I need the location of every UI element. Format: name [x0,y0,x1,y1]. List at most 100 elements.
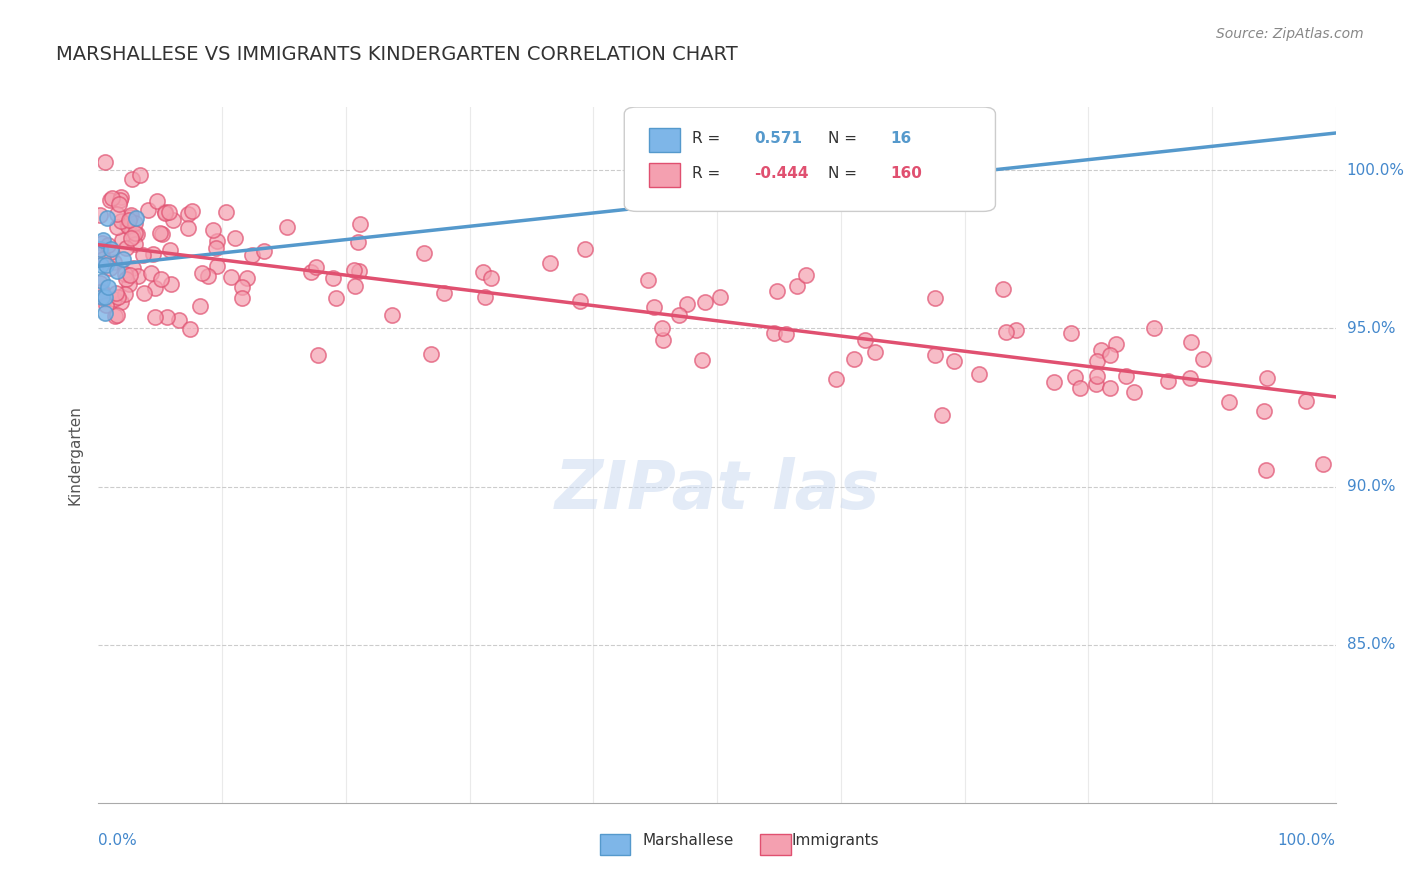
Point [143,281,166,295]
Bar [599,834,630,855]
Point [89,276,111,290]
Text: R =: R = [692,131,720,146]
Point [253,244,276,258]
Point [207,234,229,248]
Point [98,193,121,207]
Point [100,243,122,257]
Y-axis label: Kindergarten: Kindergarten [67,405,83,505]
Point [231,279,253,293]
Point [347,264,370,278]
Point [569,293,592,308]
Point [863,345,886,359]
Point [104,309,127,323]
Text: Source: ZipAtlas.com: Source: ZipAtlas.com [1216,27,1364,41]
Point [349,218,371,232]
Point [159,243,181,257]
Point [420,347,443,361]
Bar [650,128,681,153]
Text: Marshallese: Marshallese [643,832,734,847]
Point [1098,381,1121,395]
Point [676,296,699,310]
Point [1156,374,1178,388]
Text: MARSHALLESE VS IMMIGRANTS KINDERGARTEN CORRELATION CHART: MARSHALLESE VS IMMIGRANTS KINDERGARTEN C… [56,45,738,63]
Point [155,205,177,219]
Point [1085,353,1108,368]
Point [994,325,1017,339]
Point [1312,457,1334,471]
Point [299,265,322,279]
Point [150,271,173,285]
Point [114,286,136,301]
Point [188,299,211,313]
Point [1295,394,1317,409]
Point [204,241,226,255]
Point [107,290,129,304]
Point [124,226,146,240]
Point [763,326,786,340]
Point [891,173,914,187]
Point [1005,323,1028,337]
Text: 0.0%: 0.0% [98,832,138,847]
Point [1254,462,1277,476]
Point [89,208,111,222]
Point [100,191,122,205]
Text: ZIPat las: ZIPat las [554,457,880,523]
Point [118,211,141,225]
Point [91,290,114,304]
Point [90,285,112,300]
Point [433,285,456,300]
Point [276,220,298,235]
Point [108,194,131,208]
Point [325,291,347,305]
Point [197,269,219,284]
Text: 100.0%: 100.0% [1347,163,1405,178]
Point [105,219,128,234]
Point [924,348,946,362]
Point [924,292,946,306]
Point [1098,348,1121,362]
Point [94,292,117,306]
Point [1090,343,1112,357]
Point [690,353,713,368]
Point [103,254,125,268]
Text: 16: 16 [890,131,911,146]
Point [150,227,173,242]
Point [167,312,190,326]
Point [157,205,180,219]
Point [93,305,115,319]
Point [179,322,201,336]
Point [103,292,125,306]
Point [118,212,141,227]
Text: 95.0%: 95.0% [1347,321,1395,336]
Point [931,408,953,422]
Point [110,213,132,227]
Point [322,271,344,285]
Point [90,258,112,272]
Point [124,211,146,225]
Point [180,203,202,218]
Point [120,208,142,222]
Point [155,206,177,220]
Point [308,349,330,363]
Point [98,261,121,276]
Text: Immigrants: Immigrants [792,832,879,847]
Point [129,168,152,182]
Point [1192,351,1215,366]
Point [97,237,120,252]
Point [91,236,114,251]
Point [125,227,148,241]
Point [94,155,117,169]
Point [471,265,494,279]
Point [112,252,135,266]
Point [347,235,370,249]
Point [967,367,990,381]
Point [94,258,117,272]
Point [479,271,502,285]
Point [117,219,139,233]
Point [141,266,163,280]
Point [91,252,114,266]
Point [120,268,142,282]
Point [201,223,224,237]
Point [796,268,818,282]
Text: 90.0%: 90.0% [1347,479,1395,494]
